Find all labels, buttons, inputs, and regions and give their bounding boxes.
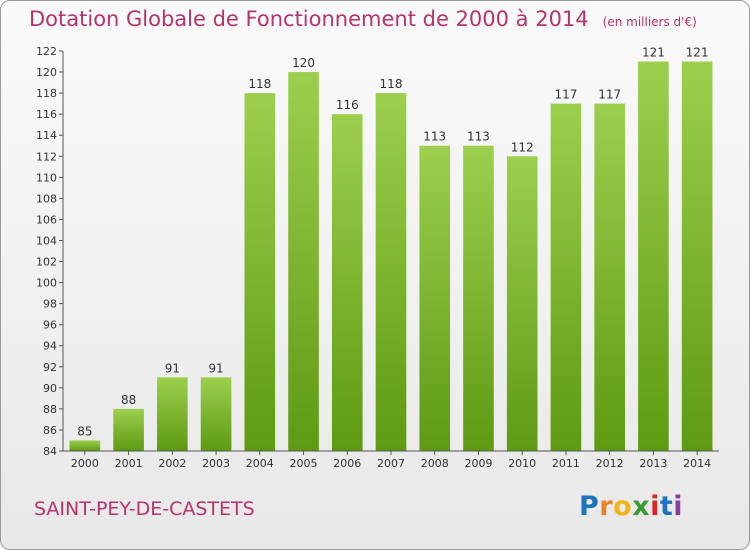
- bar-2005: [288, 72, 319, 451]
- x-tick-label: 2012: [596, 457, 624, 470]
- bar-2008: [419, 145, 451, 451]
- y-tick-label: 102: [36, 256, 57, 269]
- x-tick-label: 2008: [421, 457, 449, 470]
- y-tick-label: 110: [36, 171, 57, 184]
- bar-2003: [200, 377, 232, 451]
- y-tick-label: 108: [36, 192, 57, 205]
- bar-2000: [69, 440, 101, 451]
- x-tick-label: 2005: [290, 457, 318, 470]
- bar-value-label: 117: [554, 88, 577, 102]
- x-tick-label: 2000: [71, 457, 99, 470]
- y-tick-label: 100: [36, 277, 57, 290]
- y-tick-label: 114: [36, 129, 57, 142]
- bar-value-label: 113: [467, 130, 490, 144]
- bar-2002: [157, 377, 188, 451]
- proxiti-logo: Proxiti: [579, 491, 684, 522]
- y-tick-label: 104: [36, 234, 57, 247]
- bar-2010: [506, 156, 538, 451]
- x-tick-label: 2013: [639, 457, 667, 470]
- bar-2012: [594, 103, 625, 451]
- commune-name: SAINT-PEY-DE-CASTETS: [34, 498, 255, 520]
- bar-2014: [681, 61, 713, 452]
- y-axis: 84 86 88 90 92 94 96 98 100 102 104 106 108 110 112 114…: [36, 45, 64, 458]
- bar-value-label: 120: [292, 56, 315, 70]
- y-tick-label: 112: [36, 150, 57, 163]
- bar-value-label: 85: [77, 424, 92, 438]
- bar-value-label: 118: [248, 77, 271, 91]
- y-tick-label: 92: [43, 361, 57, 374]
- x-tick-label: 2007: [377, 457, 405, 470]
- y-tick-label: 96: [43, 319, 57, 332]
- bar-value-label: 116: [336, 98, 359, 112]
- bar-2007: [375, 93, 407, 452]
- y-tick-label: 84: [43, 445, 57, 458]
- x-tick-label: 2004: [246, 457, 274, 470]
- x-tick-label: 2002: [158, 457, 186, 470]
- y-tick-label: 122: [36, 45, 57, 58]
- x-tick-label: 2011: [552, 457, 580, 470]
- chart-unit: (en milliers d'€): [602, 15, 697, 29]
- y-tick-label: 86: [43, 424, 57, 437]
- x-tick-label: 2001: [115, 457, 143, 470]
- bar-2006: [331, 114, 363, 451]
- bar-value-label: 113: [423, 130, 446, 144]
- y-tick-label: 90: [43, 382, 57, 395]
- chart-title: Dotation Globale de Fonctionnement de 20…: [29, 7, 697, 31]
- bar-2011: [550, 103, 582, 451]
- bar-2001: [113, 408, 144, 451]
- y-tick-label: 120: [36, 66, 57, 79]
- bar-value-label: 91: [208, 361, 223, 375]
- x-tick-label: 2009: [464, 457, 492, 470]
- bar-value-label: 117: [598, 88, 621, 102]
- y-tick-label: 94: [43, 340, 57, 353]
- bar-value-label: 121: [686, 46, 709, 60]
- x-tick-label: 2014: [683, 457, 711, 470]
- bar-2004: [244, 93, 276, 452]
- x-axis: 2000 2001 2002 2003 2004 2005 2006 2007 2008 2009…: [63, 450, 719, 470]
- bar-value-label: 118: [380, 77, 403, 91]
- y-tick-label: 118: [36, 87, 57, 100]
- bars: 85 88 91 91 118 120 116 118 113 113 112 117 117 121 12…: [69, 46, 713, 452]
- y-tick-label: 106: [36, 213, 57, 226]
- bar-2013: [638, 61, 669, 452]
- x-tick-label: 2010: [508, 457, 536, 470]
- bar-value-label: 112: [511, 140, 534, 154]
- x-tick-label: 2003: [202, 457, 230, 470]
- y-tick-label: 116: [36, 108, 57, 121]
- chart-title-text: Dotation Globale de Fonctionnement de 20…: [29, 7, 589, 31]
- x-tick-label: 2006: [333, 457, 361, 470]
- bar-value-label: 88: [121, 393, 136, 407]
- y-tick-label: 88: [43, 403, 57, 416]
- bar-value-label: 91: [165, 361, 180, 375]
- bar-2009: [463, 145, 494, 451]
- y-tick-label: 98: [43, 298, 57, 311]
- bar-value-label: 121: [642, 46, 665, 60]
